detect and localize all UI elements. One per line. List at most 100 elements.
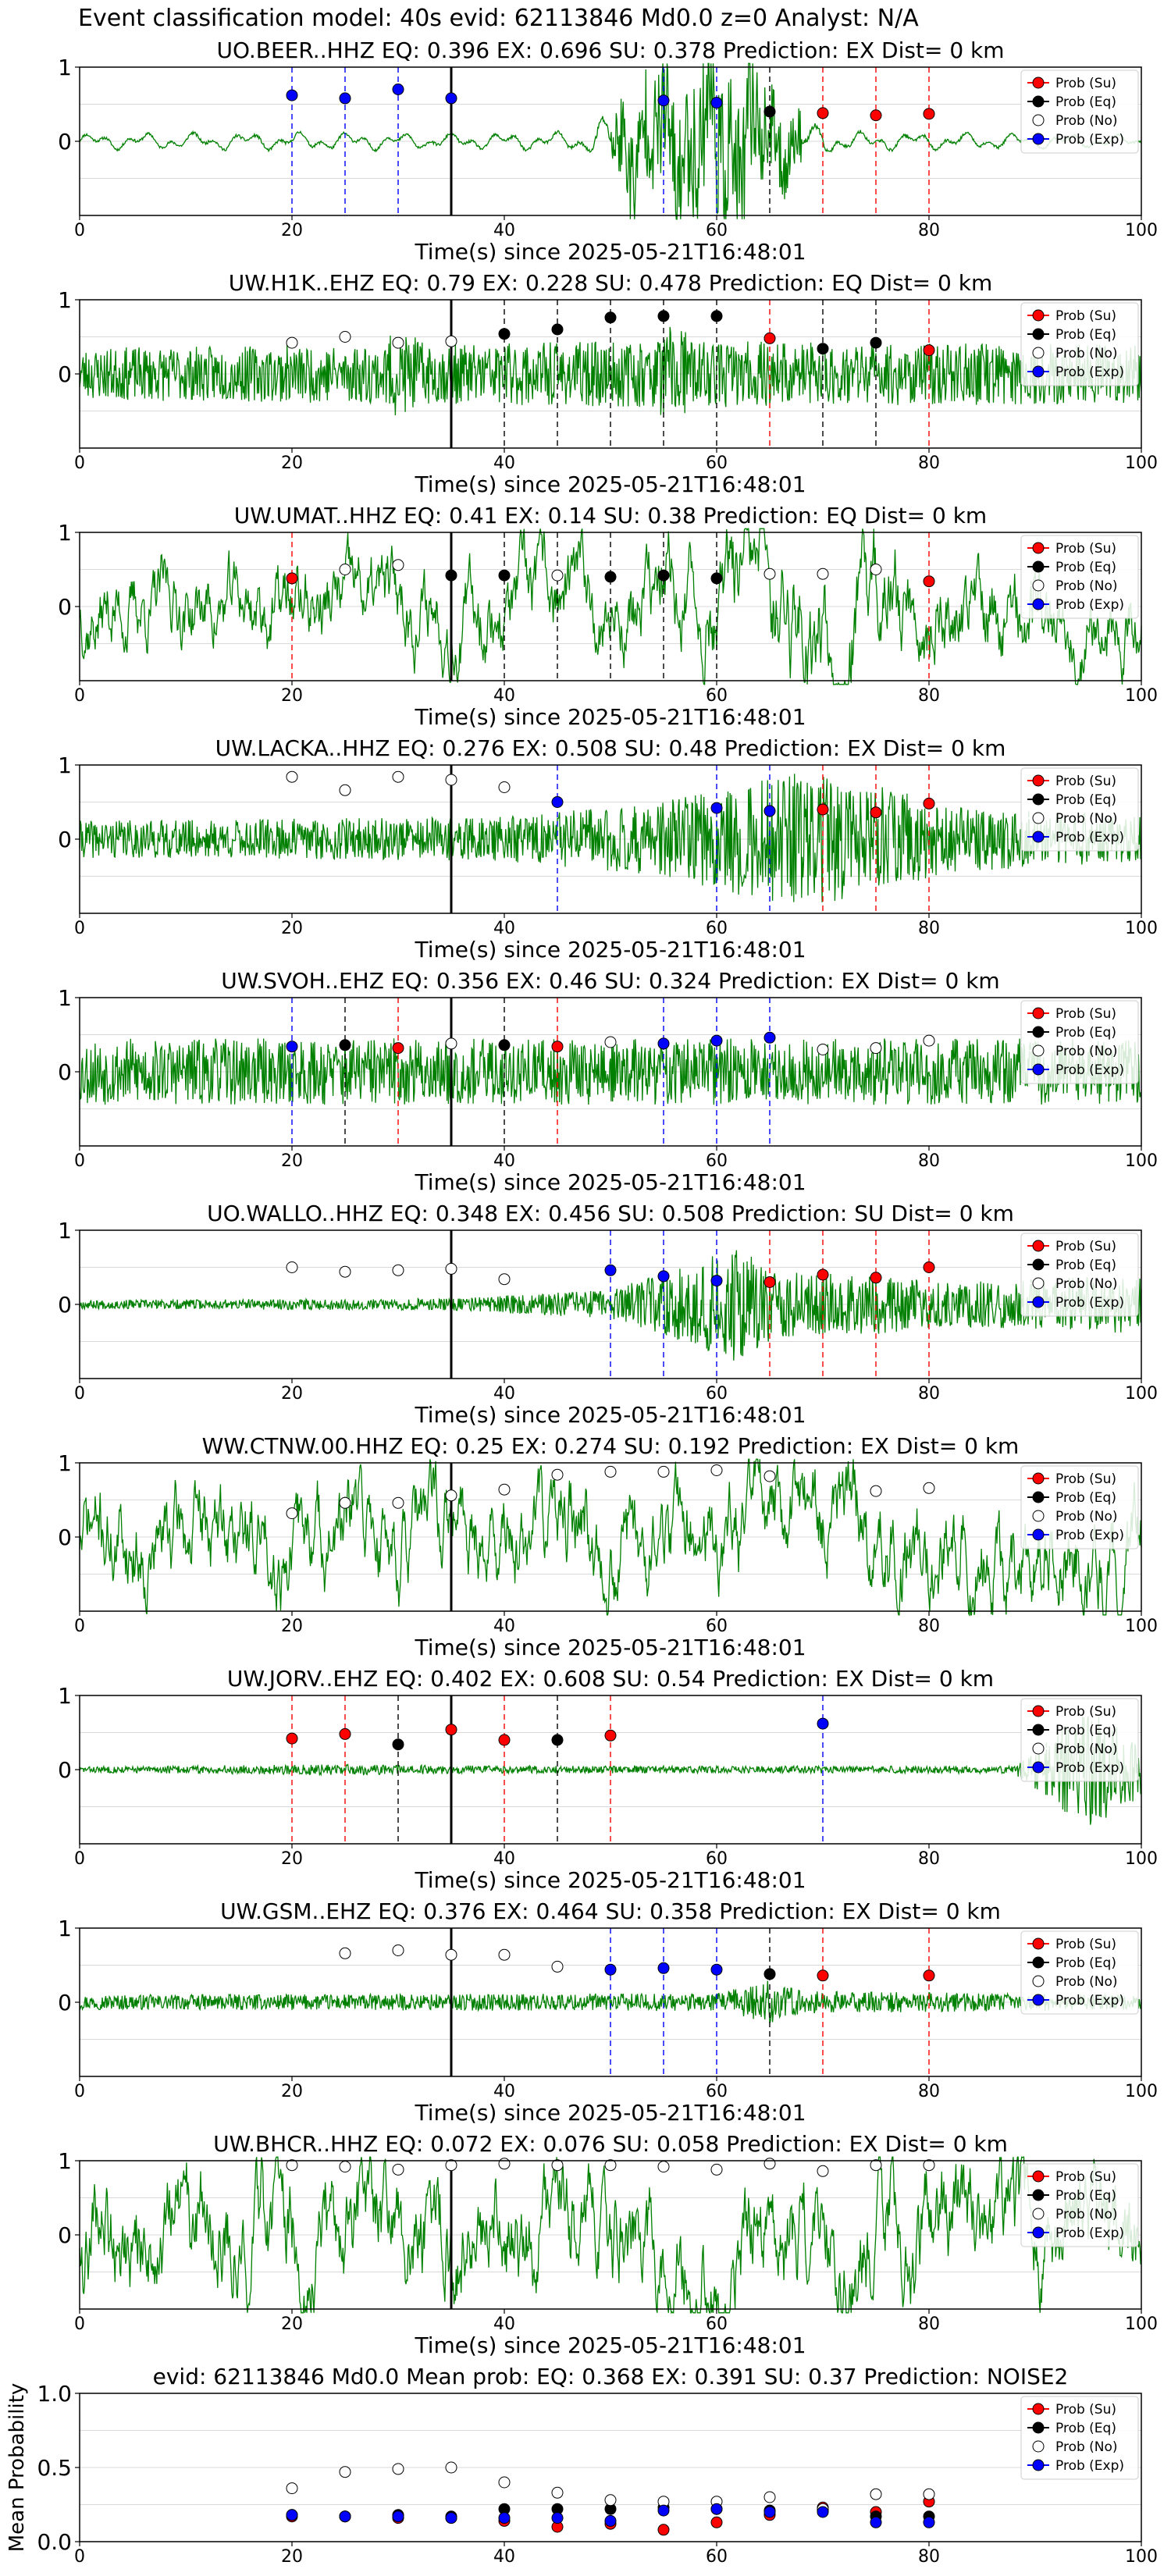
legend-marker xyxy=(1032,793,1045,806)
legend-marker xyxy=(1032,1026,1045,1038)
legend-label: Prob (Eq) xyxy=(1055,1258,1116,1273)
y-tick-label: 1 xyxy=(58,55,72,80)
x-axis-label: Time(s) since 2025-05-21T16:48:01 xyxy=(414,471,806,497)
prob-point xyxy=(339,331,351,343)
legend-label: Prob (Eq) xyxy=(1055,327,1116,343)
mean-prob-point xyxy=(763,2491,776,2503)
legend-marker xyxy=(1032,1472,1045,1485)
prob-point xyxy=(445,2159,457,2172)
legend-marker xyxy=(1032,1510,1045,1522)
legend-label: Prob (Exp) xyxy=(1055,830,1124,845)
panel-title: UW.BHCR..HHZ EQ: 0.072 EX: 0.076 SU: 0.0… xyxy=(213,2131,1008,2157)
prob-point xyxy=(604,571,617,583)
prob-point xyxy=(870,2159,882,2172)
y-tick-label: 1 xyxy=(58,1683,72,1709)
x-tick-label: 0 xyxy=(74,221,85,240)
legend-marker xyxy=(1032,2459,1045,2471)
prob-point xyxy=(870,806,882,819)
y-tick-label: 0.5 xyxy=(37,2455,72,2481)
waveform-trace xyxy=(79,1250,1142,1361)
prob-point xyxy=(286,2159,298,2172)
prob-point xyxy=(498,1483,511,1496)
prob-point xyxy=(392,559,404,571)
x-tick-label: 100 xyxy=(1125,686,1158,706)
prob-point xyxy=(604,311,617,324)
legend-box xyxy=(1020,535,1139,619)
legend-box xyxy=(1020,1233,1139,1317)
prob-point xyxy=(923,344,935,357)
legend-marker xyxy=(1032,812,1045,824)
y-tick-label: 0 xyxy=(58,361,72,387)
x-tick-label: 0 xyxy=(74,454,85,473)
x-tick-label: 20 xyxy=(281,686,303,706)
x-tick-label: 100 xyxy=(1125,221,1158,240)
prob-point xyxy=(392,336,404,349)
x-tick-label: 0 xyxy=(74,2547,85,2567)
legend-marker xyxy=(1032,1528,1045,1541)
x-tick-label: 100 xyxy=(1125,1617,1158,1636)
legend-label: Prob (Su) xyxy=(1055,1471,1116,1487)
x-tick-label: 100 xyxy=(1125,2314,1158,2334)
prob-point xyxy=(763,1276,776,1288)
x-tick-label: 40 xyxy=(493,2082,515,2101)
prob-point xyxy=(498,1734,511,1746)
mean-prob-point xyxy=(392,2463,404,2475)
legend-label: Prob (Eq) xyxy=(1055,792,1116,808)
panel-4: UW.LACKA..HHZ EQ: 0.276 EX: 0.508 SU: 0.… xyxy=(58,735,1158,962)
y-tick-label: 0 xyxy=(58,1525,72,1550)
x-axis-label: Time(s) since 2025-05-21T16:48:01 xyxy=(414,1169,806,1195)
panel-title: UW.JORV..EHZ EQ: 0.402 EX: 0.608 SU: 0.5… xyxy=(227,1666,994,1692)
mean-prob-point xyxy=(870,2516,882,2528)
prob-point xyxy=(498,1273,511,1286)
x-tick-label: 60 xyxy=(706,221,728,240)
x-axis-label: Time(s) since 2025-05-21T16:48:01 xyxy=(414,704,806,730)
legend-marker xyxy=(1032,774,1045,787)
prob-point xyxy=(286,1732,298,1745)
prob-point xyxy=(286,89,298,101)
prob-point xyxy=(870,1485,882,1497)
prob-point xyxy=(710,1275,723,1287)
prob-point xyxy=(445,92,457,105)
x-tick-label: 0 xyxy=(74,686,85,706)
mean-prob-point xyxy=(339,2466,351,2478)
legend-marker xyxy=(1032,2208,1045,2220)
x-tick-label: 60 xyxy=(706,1384,728,1404)
x-tick-label: 60 xyxy=(706,2082,728,2101)
x-tick-label: 80 xyxy=(918,919,940,938)
x-axis-label: Time(s) since 2025-05-21T16:48:01 xyxy=(414,1635,806,1660)
prob-point xyxy=(870,1272,882,1284)
x-tick-label: 100 xyxy=(1125,1384,1158,1404)
legend-marker xyxy=(1032,560,1045,573)
prob-point xyxy=(657,1270,670,1283)
legend-marker xyxy=(1032,2226,1045,2239)
legend-marker xyxy=(1032,1937,1045,1950)
prob-point xyxy=(551,1468,564,1481)
prob-point xyxy=(339,564,351,575)
legend-label: Prob (Su) xyxy=(1055,1704,1116,1720)
prob-point xyxy=(445,1948,457,1961)
prob-point xyxy=(657,569,670,582)
prob-point xyxy=(710,1963,723,1976)
prob-point xyxy=(710,2163,723,2176)
mean-prob-point xyxy=(339,2510,351,2523)
prob-point xyxy=(763,1968,776,1980)
prob-point xyxy=(392,1042,404,1055)
legend-marker xyxy=(1032,114,1045,126)
legend-label: Prob (No) xyxy=(1055,1509,1118,1525)
prob-point xyxy=(286,572,298,585)
prob-point xyxy=(445,1724,457,1736)
legend-marker xyxy=(1032,598,1045,610)
legend-label: Prob (Su) xyxy=(1055,76,1116,91)
prob-point xyxy=(923,1969,935,1982)
prob-point xyxy=(339,92,351,105)
prob-point xyxy=(710,802,723,814)
x-tick-label: 60 xyxy=(706,1151,728,1171)
y-tick-label: 1 xyxy=(58,1218,72,1244)
x-tick-label: 40 xyxy=(493,2547,515,2567)
x-tick-label: 40 xyxy=(493,1849,515,1869)
x-tick-label: 60 xyxy=(706,2314,728,2334)
prob-point xyxy=(604,1264,617,1276)
prob-point xyxy=(657,1465,670,1478)
x-tick-label: 20 xyxy=(281,221,303,240)
legend-marker xyxy=(1032,2189,1045,2201)
